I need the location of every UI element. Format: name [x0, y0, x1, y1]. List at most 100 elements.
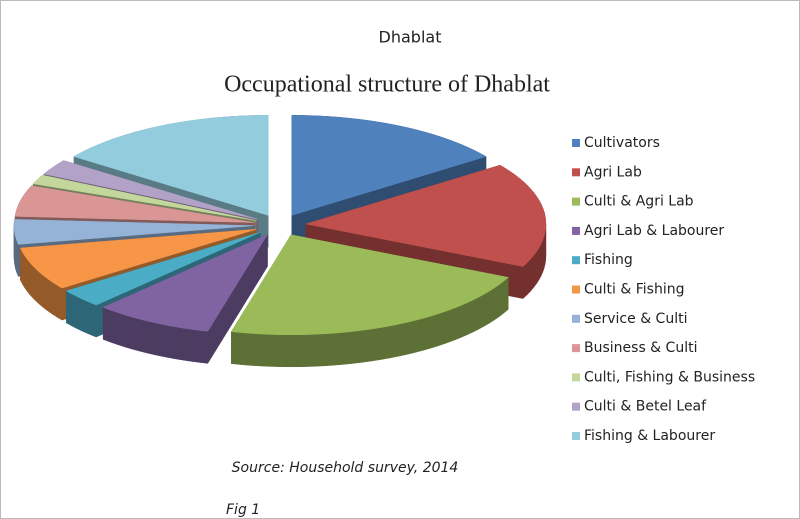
slice-side — [181, 327, 191, 362]
legend-swatch — [572, 256, 580, 265]
legend-swatch — [572, 402, 580, 411]
slice-side — [522, 262, 528, 300]
slice-top — [73, 115, 269, 216]
legend-label: Agri Lab — [584, 164, 642, 180]
slice-side — [397, 322, 407, 357]
legend-swatch — [572, 314, 580, 323]
slice-side — [371, 327, 381, 362]
slice-top — [102, 233, 269, 332]
slice-side — [458, 303, 466, 339]
slice-side — [388, 324, 398, 359]
legend: Cultivators Agri Lab Culti & Agri Lab Agri … — [572, 135, 755, 444]
slice-side — [51, 280, 57, 318]
slice-side — [131, 316, 141, 352]
slice-side — [451, 305, 460, 342]
slice-side — [30, 262, 35, 300]
slice-side — [268, 334, 279, 367]
slice-top — [230, 234, 509, 336]
slice — [230, 233, 509, 368]
slice-side — [37, 270, 43, 307]
slice-top — [13, 219, 255, 245]
slice-side — [124, 314, 133, 350]
slice-side — [46, 277, 52, 314]
slice-side — [33, 266, 39, 304]
slice-top — [65, 231, 261, 306]
slice-side — [116, 312, 125, 348]
slice-side — [477, 293, 485, 330]
slice — [102, 233, 269, 365]
legend-label: Fishing & Labourer — [584, 428, 715, 444]
slice-top — [14, 185, 255, 223]
slice-side — [530, 254, 534, 292]
slice-top — [305, 164, 547, 267]
legend-label: Culti & Fishing — [584, 282, 684, 298]
slice-side — [353, 330, 363, 364]
slice-side — [343, 331, 354, 365]
legend-label: Culti & Agri Lab — [584, 194, 694, 210]
slice-side — [249, 333, 260, 367]
legend-label: Cultivators — [584, 135, 660, 151]
legend-label: Fishing — [584, 252, 633, 268]
legend-swatch — [572, 373, 580, 382]
legend-label: Culti, Fishing & Business — [584, 369, 755, 385]
legend-swatch — [572, 168, 580, 177]
slice-side — [465, 300, 473, 336]
slice-side — [483, 290, 490, 327]
slice-side — [533, 251, 537, 289]
legend-label: Agri Lab & Labourer — [584, 223, 724, 239]
slice-side — [24, 255, 28, 293]
slice-side — [277, 334, 288, 368]
slice-side — [494, 283, 500, 321]
legend-swatch — [572, 226, 580, 235]
slice-side — [66, 290, 73, 327]
slice-side — [77, 296, 84, 333]
slice-side — [429, 313, 438, 349]
slice-side — [413, 318, 423, 353]
slice-side — [315, 333, 326, 367]
legend-swatch — [572, 432, 580, 440]
slice-side — [16, 240, 19, 277]
slice-side — [20, 247, 23, 285]
slice-side — [22, 251, 25, 289]
slice-side — [471, 297, 479, 333]
chart-subtitle: Dhablat — [379, 28, 442, 47]
slice-side — [189, 328, 200, 363]
slice-side — [287, 334, 298, 368]
slice-side — [405, 320, 415, 355]
slice-side — [334, 332, 345, 366]
source-note: Source: Household survey, 2014 — [232, 460, 459, 476]
slice-side — [306, 334, 317, 367]
slice-side — [325, 332, 336, 367]
slice-side — [231, 331, 241, 365]
legend-swatch — [572, 139, 580, 147]
slice-side — [83, 299, 90, 335]
slice-side — [71, 293, 78, 330]
slice-side — [526, 258, 531, 296]
slice-side — [538, 243, 542, 281]
slice-side — [240, 332, 251, 366]
slice-side — [296, 334, 307, 368]
slice-side — [163, 324, 173, 359]
legend-swatch — [572, 344, 580, 353]
slice-side — [540, 240, 543, 277]
slice-side — [27, 258, 31, 297]
slice-side — [421, 316, 431, 351]
legend-swatch — [572, 197, 580, 206]
slice-side — [172, 326, 182, 361]
legend-label: Culti & Betel Leaf — [584, 399, 707, 415]
legend-label: Business & Culti — [584, 340, 697, 356]
slice-side — [444, 308, 453, 344]
slice-side — [109, 309, 118, 345]
slice-side — [102, 307, 111, 343]
slice-top — [19, 229, 257, 289]
slice-top — [291, 115, 487, 216]
slice-side — [259, 333, 269, 367]
slice-side — [155, 322, 165, 358]
slice-side — [56, 284, 63, 321]
slice-top — [43, 160, 258, 220]
legend-swatch — [572, 285, 580, 294]
slice-side — [437, 311, 446, 347]
slice-side — [499, 280, 505, 317]
